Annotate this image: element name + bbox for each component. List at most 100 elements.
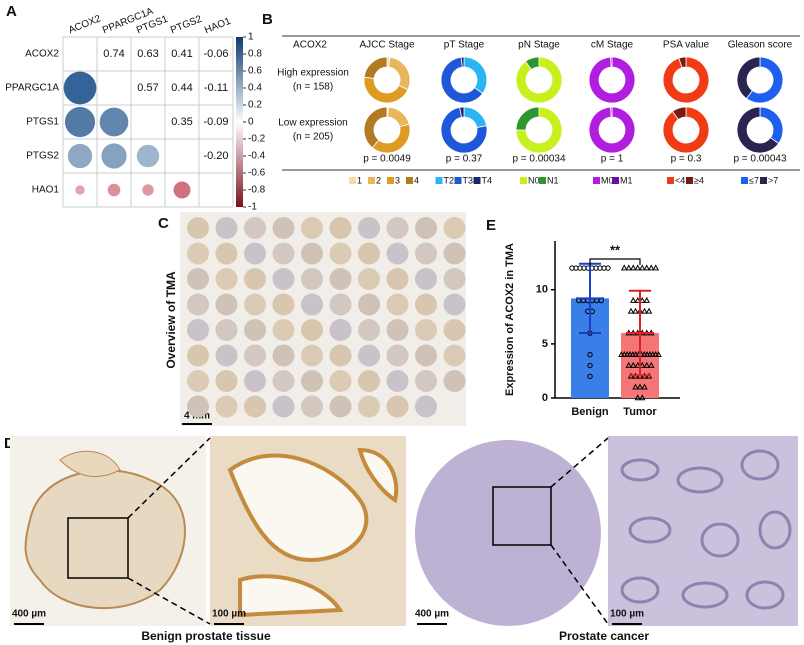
donut-segment xyxy=(515,56,563,104)
legend-label: N0 xyxy=(528,175,540,185)
tissue-core xyxy=(187,293,209,316)
data-point xyxy=(641,383,648,390)
y-tick-label: 0 xyxy=(542,392,548,404)
legend-label: 1 xyxy=(357,175,362,185)
group-label: Low expression xyxy=(278,118,347,129)
group-label: (n = 158) xyxy=(293,82,333,93)
data-point xyxy=(636,383,644,390)
correlation-circle xyxy=(63,71,97,105)
data-point xyxy=(625,361,632,368)
legend-label: M1 xyxy=(620,175,633,185)
data-point xyxy=(587,351,593,358)
column-label: ACOX2 xyxy=(67,13,103,36)
donut-segment xyxy=(363,56,388,79)
tissue-core xyxy=(215,395,238,418)
legend-swatch xyxy=(760,177,767,184)
tissue-core xyxy=(329,242,352,265)
tissue-core xyxy=(329,268,352,290)
tissue-core xyxy=(301,293,323,316)
donut-segment xyxy=(387,106,410,128)
legend-swatch xyxy=(406,177,413,184)
correlation-label: 0.41 xyxy=(171,48,192,60)
legend-swatch xyxy=(454,177,462,184)
tissue-core xyxy=(358,395,380,418)
tissue xyxy=(24,469,186,610)
data-point xyxy=(634,394,641,401)
tissue-core xyxy=(329,217,352,239)
legend-swatch xyxy=(387,177,394,184)
colorbar-label: 0.4 xyxy=(248,83,262,94)
tissue-core xyxy=(443,217,466,239)
tissue-core xyxy=(272,395,295,418)
tissue-core xyxy=(301,242,323,265)
tissue-core xyxy=(215,344,238,367)
legend-swatch xyxy=(473,177,481,184)
tissue-core xyxy=(244,242,266,265)
donut-segment xyxy=(588,106,636,154)
correlation-label: -0.11 xyxy=(204,82,228,94)
data-point xyxy=(587,373,593,380)
data-point xyxy=(630,296,637,303)
legend-label: T4 xyxy=(482,175,493,185)
tissue-core xyxy=(187,217,209,239)
panel-label: E xyxy=(486,217,496,234)
tissue-core xyxy=(386,344,409,367)
tissue-core xyxy=(443,268,466,290)
legend-label: ≤7 xyxy=(749,175,759,185)
data-point xyxy=(632,383,639,390)
tissue-core xyxy=(215,319,238,341)
significance-bracket xyxy=(589,258,641,265)
histology-panel: 400 µm 100 µm 400 µm 100 µm Benign prost… xyxy=(10,436,798,643)
colorbar-label: 0.6 xyxy=(248,66,262,77)
data-point xyxy=(630,361,637,368)
correlation-circle xyxy=(173,181,191,199)
tissue-core xyxy=(272,268,295,290)
data-point xyxy=(634,296,641,303)
bar-panel: 0 5 10 Expression of ACOX2 in TMA Benign Tumo… xyxy=(504,241,680,418)
colorbar-label: -0.2 xyxy=(248,134,266,145)
correlation-circle xyxy=(64,106,96,138)
data-point xyxy=(643,296,650,303)
colorbar-label: 0.8 xyxy=(248,49,262,60)
colorbar-label: -0.8 xyxy=(248,185,266,196)
donut-segment xyxy=(463,106,488,129)
caption: Prostate cancer xyxy=(559,629,649,643)
tissue-core xyxy=(386,242,409,265)
tissue-core xyxy=(358,344,380,367)
data-point xyxy=(643,361,650,368)
tissue-core xyxy=(215,242,238,265)
colorbar-label: -0.4 xyxy=(248,151,266,162)
colorbar-label: 1 xyxy=(248,32,254,43)
donut-segment xyxy=(736,56,761,100)
data-point xyxy=(648,264,655,271)
tissue-core xyxy=(358,293,380,316)
tissue-core xyxy=(187,319,209,341)
significance-label: ** xyxy=(610,242,621,257)
correlation-label: 0.44 xyxy=(171,82,192,94)
correlation-label: 0.74 xyxy=(103,48,124,60)
legend-label: 4 xyxy=(414,175,419,185)
header: ACOX2 xyxy=(293,40,327,51)
tissue-core xyxy=(358,268,380,290)
variable-name: Gleason score xyxy=(728,40,793,51)
tissue-core xyxy=(329,344,352,367)
data-point xyxy=(652,264,659,271)
panel-label: A xyxy=(6,3,17,20)
tissue-core xyxy=(244,268,266,290)
scale-label: 400 µm xyxy=(12,609,46,620)
correlation-circle xyxy=(136,144,160,168)
y-axis-label: Expression of ACOX2 in TMA xyxy=(504,243,516,396)
lumen xyxy=(357,447,399,504)
legend-label: T2 xyxy=(444,175,455,185)
correlation-circle xyxy=(107,183,121,197)
tissue-core xyxy=(244,293,266,316)
data-point xyxy=(648,361,655,368)
panel-label: D xyxy=(4,435,15,452)
zoom-line xyxy=(127,437,211,519)
data-point xyxy=(639,264,646,271)
tissue-core xyxy=(443,293,466,316)
colorbar-label: 0 xyxy=(248,117,254,128)
donut-panel: ACOX2 High expression (n = 158) Low express… xyxy=(277,35,800,185)
p-value: p = 0.00043 xyxy=(733,154,787,165)
tissue-core xyxy=(415,395,437,418)
